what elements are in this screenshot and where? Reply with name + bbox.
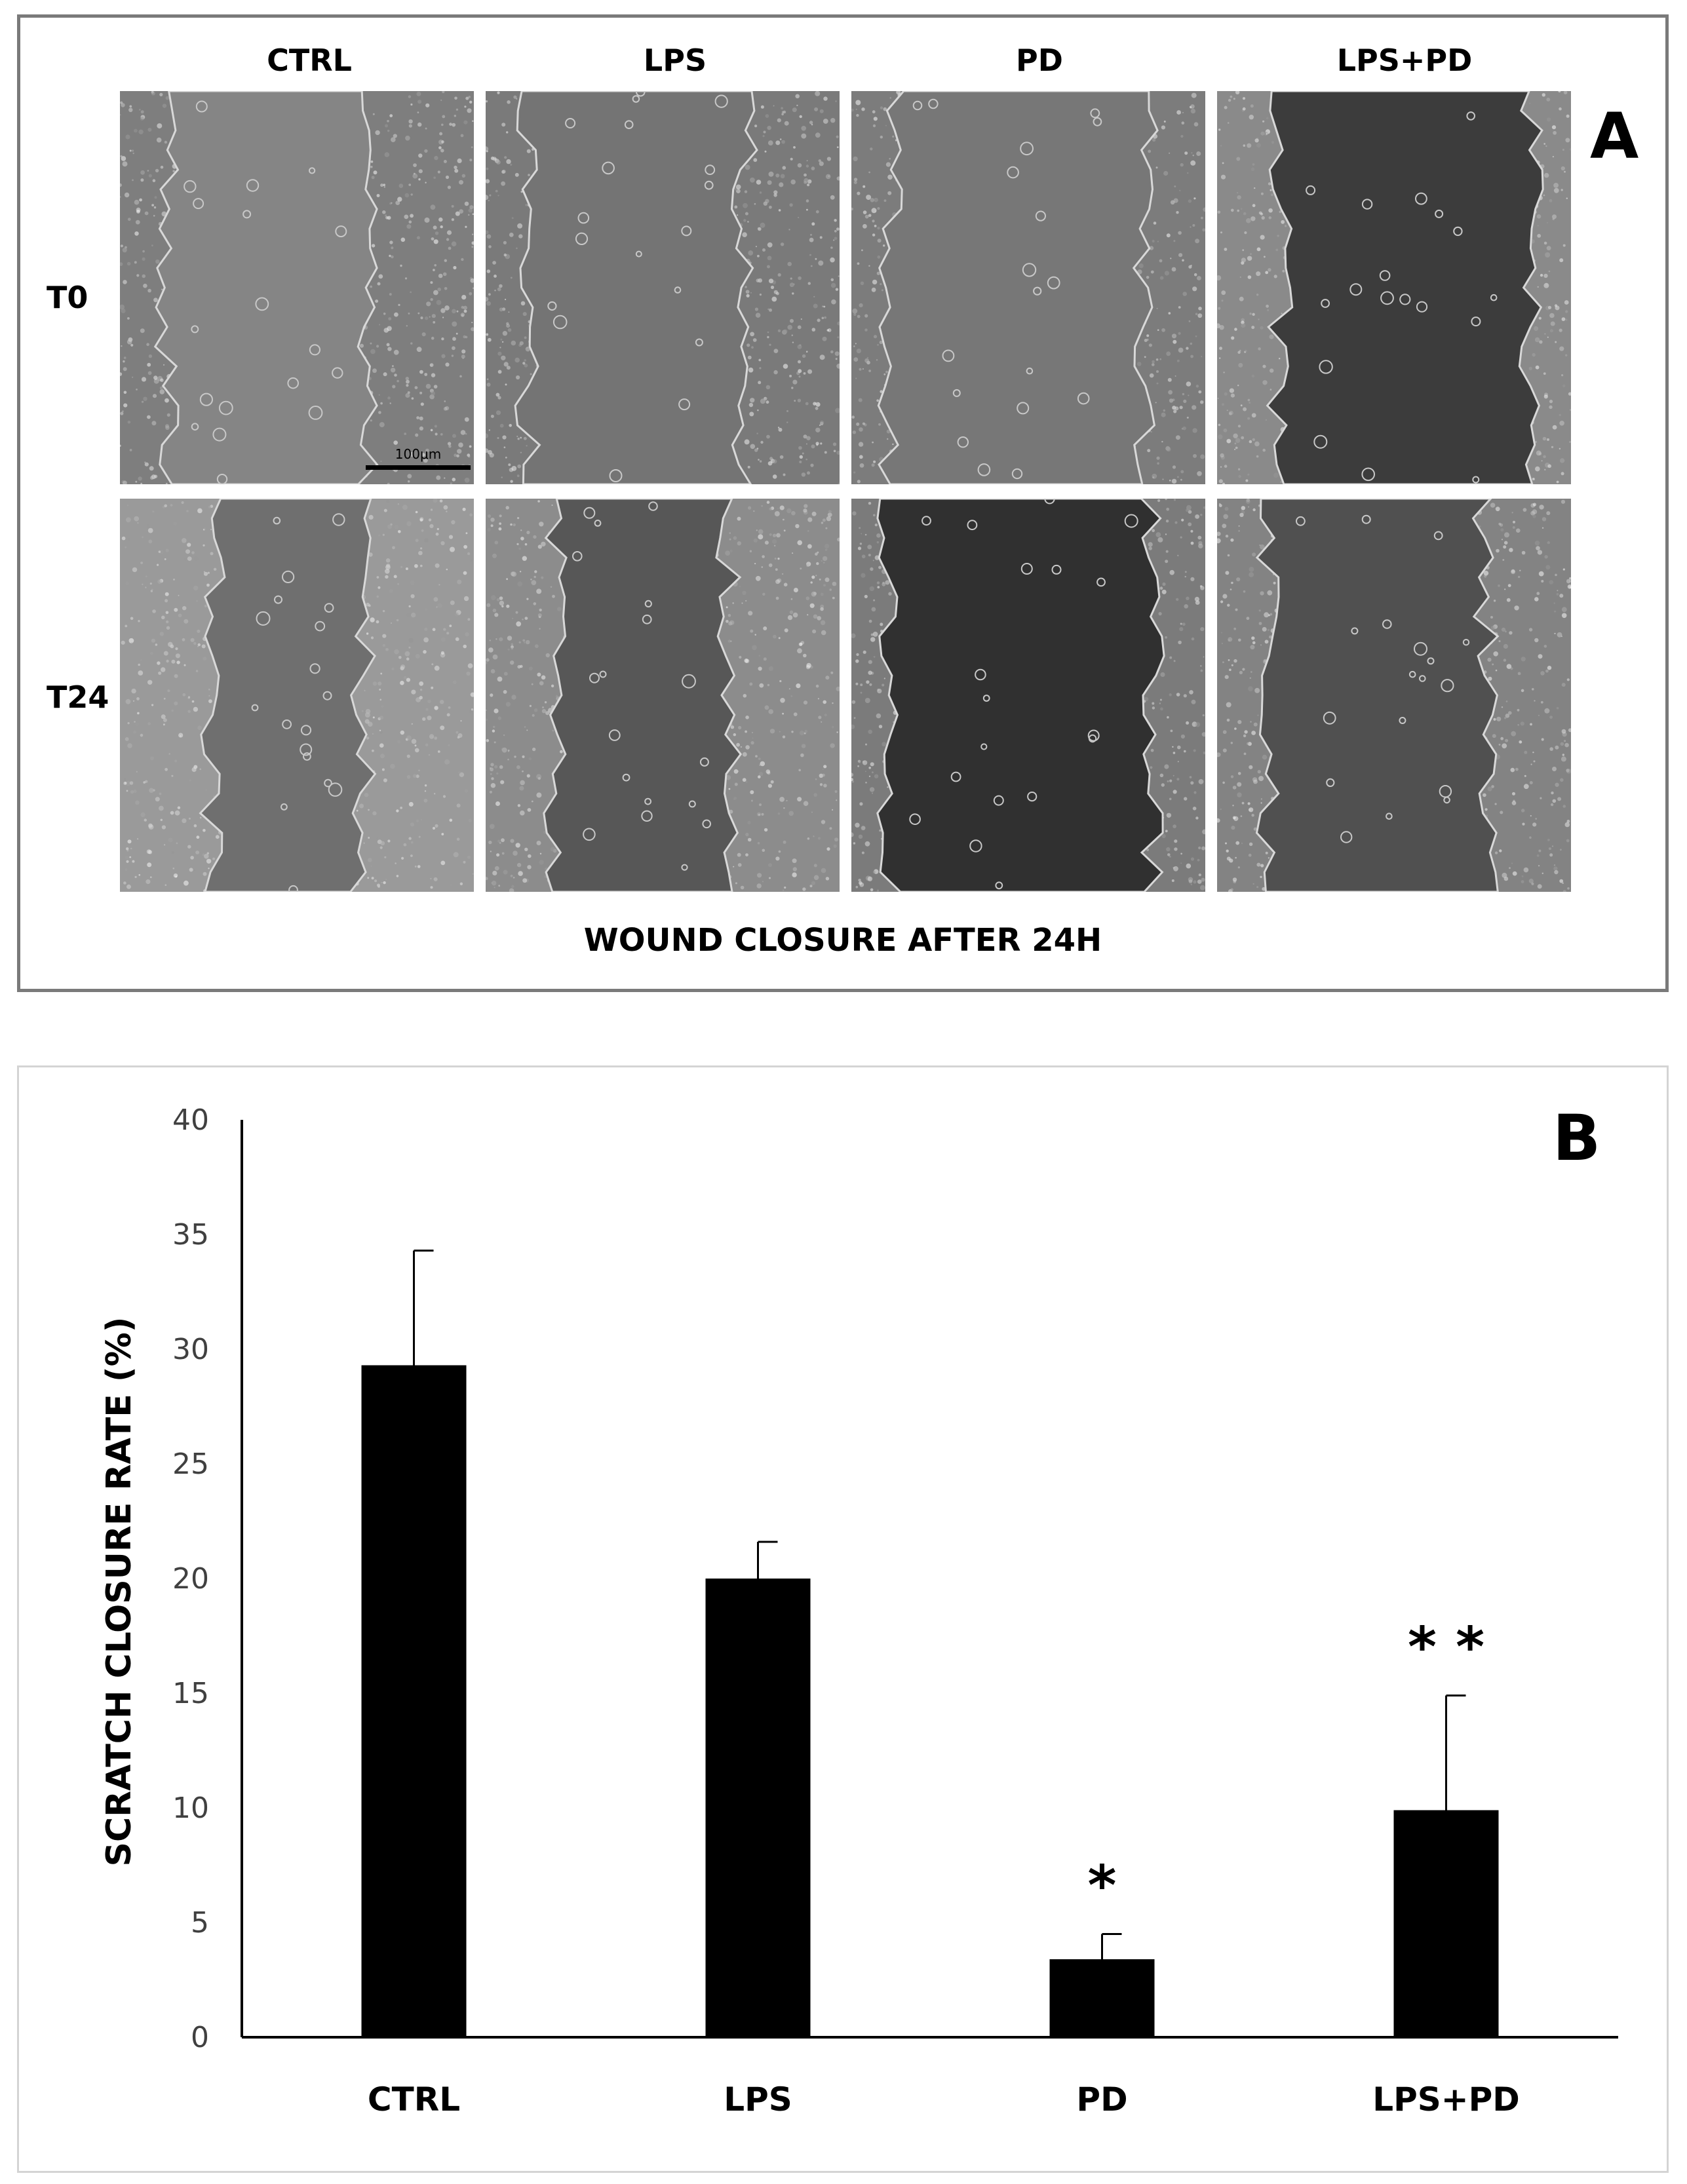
y-axis-label: SCRATCH CLOSURE RATE (%)	[100, 1316, 139, 1866]
bar	[705, 1579, 811, 2037]
panel-b-chart: 0 5 10 15 20 25 30 35 40 SCRATCH CLOSURE RATE (%)…	[17, 1065, 1669, 2173]
micrograph-ctrl-t24	[120, 499, 474, 892]
significance-marker: *	[1088, 1854, 1117, 1918]
x-tick-label: LPS+PD	[1372, 2080, 1520, 2118]
column-header-ctrl: CTRL	[267, 43, 352, 78]
y-tick-label: 25	[172, 1447, 209, 1481]
micrograph-pd-t24	[851, 499, 1205, 892]
micrograph-ctrl-t0	[120, 91, 474, 484]
row-header-t0: T0	[47, 280, 88, 315]
bar	[1393, 1810, 1499, 2037]
scale-bar-label: 100μm	[395, 446, 442, 462]
bar	[1049, 1959, 1155, 2037]
y-tick-label: 10	[172, 1791, 209, 1825]
x-tick-label: LPS	[724, 2080, 792, 2118]
bar	[361, 1365, 467, 2037]
y-tick-label: 40	[172, 1103, 209, 1137]
micrograph-lps-pd-t24	[1217, 499, 1571, 892]
micrograph-lps-t0	[486, 91, 840, 484]
column-header-lps: LPS	[643, 43, 707, 78]
y-tick-label: 20	[172, 1562, 209, 1596]
panel-a-micrographs: CTRL LPS PD LPS+PD A T0 T24 100μm WOUND …	[17, 14, 1669, 992]
wound-closure-caption: WOUND CLOSURE AFTER 24H	[583, 922, 1102, 959]
panel-a-letter: A	[1590, 100, 1639, 173]
column-header-pd: PD	[1016, 43, 1063, 78]
row-header-t24: T24	[47, 680, 109, 715]
x-tick-label: PD	[1076, 2080, 1127, 2118]
micrograph-pd-t0	[851, 91, 1205, 484]
y-tick-label: 30	[172, 1333, 209, 1366]
y-tick-label: 5	[191, 1906, 209, 1940]
micrograph-lps-pd-t0	[1217, 91, 1571, 484]
significance-marker: * *	[1408, 1615, 1484, 1679]
y-tick-label: 15	[172, 1677, 209, 1710]
micrograph-lps-t24	[486, 499, 840, 892]
column-header-lps-pd: LPS+PD	[1336, 43, 1473, 78]
y-tick-label: 0	[191, 2021, 209, 2054]
y-tick-label: 35	[172, 1218, 209, 1252]
x-tick-label: CTRL	[368, 2080, 460, 2118]
panel-b-letter: B	[1553, 1102, 1601, 1175]
scale-bar	[366, 465, 471, 470]
bar-chart: 0 5 10 15 20 25 30 35 40 SCRATCH CLOSURE RATE (%)…	[100, 1103, 1618, 2118]
